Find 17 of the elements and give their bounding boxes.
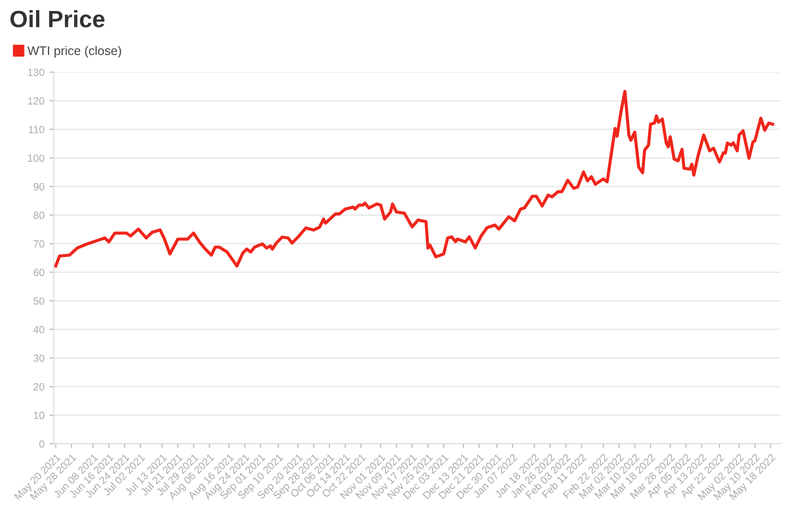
y-tick-label: 20 <box>34 383 44 390</box>
legend-label: WTI price (close) <box>27 46 122 58</box>
y-tick-label: 130 <box>28 68 44 76</box>
y-tick-label: 10 <box>34 412 44 420</box>
y-tick-label: 70 <box>34 240 44 248</box>
y-tick-label: 80 <box>34 212 44 219</box>
y-tick-label: 90 <box>34 183 44 190</box>
y-tick-label: 110 <box>28 126 44 134</box>
line-series <box>54 90 774 268</box>
y-tick-label: 40 <box>33 326 44 334</box>
y-tick-label: 0 <box>39 440 44 448</box>
y-tick-label: 50 <box>34 297 44 305</box>
y-tick-label: 120 <box>28 97 44 105</box>
y-tick-label: 60 <box>34 268 44 276</box>
y-tick-label: 100 <box>28 154 44 162</box>
chart-title: Oil Price <box>10 10 104 28</box>
y-tick-label: 30 <box>34 354 44 362</box>
